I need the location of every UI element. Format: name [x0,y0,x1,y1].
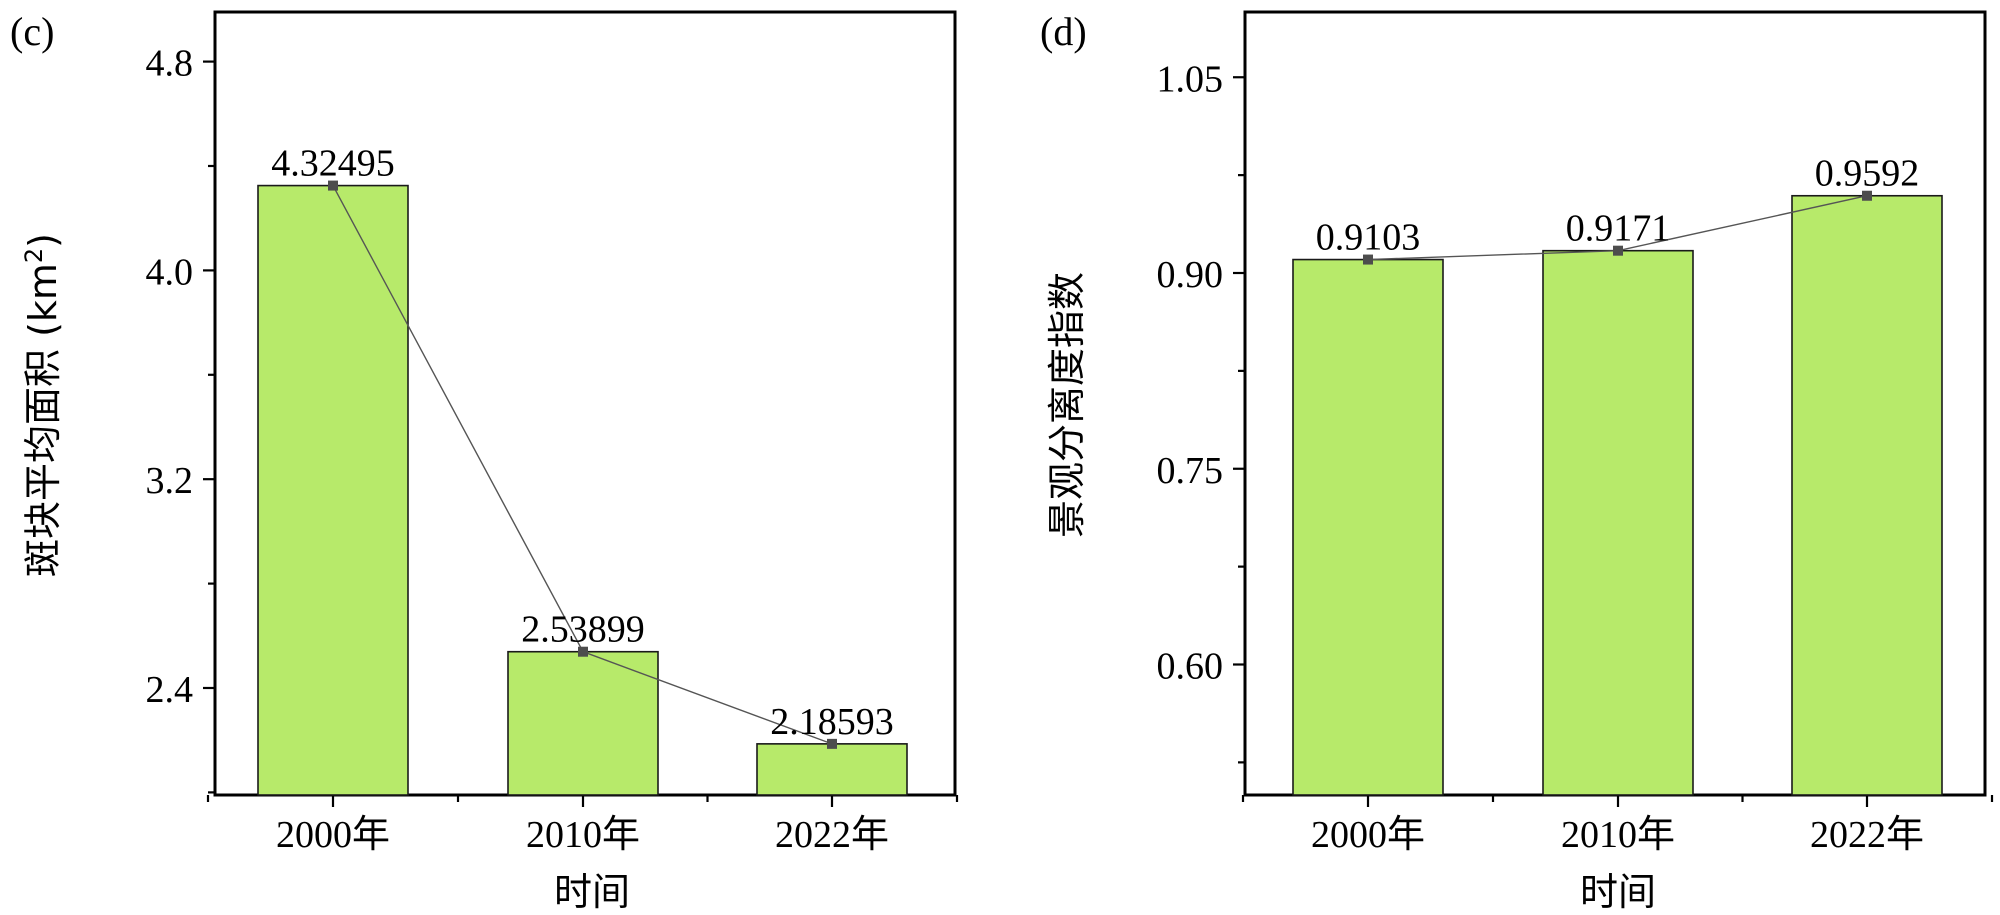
y-tick-label: 0.90 [1157,254,1224,296]
panel-c-y-axis: 2.4 3.2 4.0 4.8 [146,43,215,794]
panel-c-data-labels: 4.32495 2.53899 2.18593 [271,143,894,743]
panel-c-x-axis-title: 时间 [554,870,630,914]
y-tick-label: 4.8 [146,43,194,85]
x-tick-label: 2010年 [526,814,640,856]
data-label: 0.9171 [1566,208,1671,250]
panel-c-points [328,180,837,749]
data-point [578,646,588,657]
data-point [328,180,338,191]
y-tick-label: 0.60 [1157,646,1224,688]
panel-d-y-axis-title: 景观分离度指数 [1045,272,1089,538]
panel-d-data-labels: 0.9103 0.9171 0.9592 [1316,153,1920,259]
panel-d-label: (d) [1040,9,1087,54]
panel-c-y-axis-title-close: ) [21,233,65,248]
y-tick-label: 3.2 [146,460,194,502]
x-tick-label: 2010年 [1561,814,1675,856]
panel-c-y-axis-title-main: 斑块平均面积 (km [21,263,65,577]
bar [507,650,659,796]
bar [257,184,409,796]
x-tick-label: 2022年 [1810,814,1924,856]
panel-c-y-axis-title: 斑块平均面积 (km2) [20,233,65,577]
panel-c-chart: (c) 2.4 3.2 4.0 4.8 2000年 2010年 2022年 4.32495… [10,9,959,914]
panel-d-x-axis-title: 时间 [1580,870,1656,914]
data-label: 0.9103 [1316,217,1421,259]
panel-c-x-axis: 2000年 2010年 2022年 [206,795,959,856]
y-tick-label: 1.05 [1157,58,1224,100]
bar [1791,194,1943,796]
x-tick-label: 2022年 [775,814,889,856]
y-tick-label: 4.0 [146,251,194,293]
panel-d-x-axis: 2000年 2010年 2022年 [1241,795,1994,856]
data-point [827,738,837,749]
panel-d-points [1363,190,1872,265]
bar [1542,249,1694,796]
data-point [1862,190,1872,201]
y-tick-label: 2.4 [146,669,194,711]
y-tick-label: 0.75 [1157,450,1224,492]
data-point [1363,254,1373,265]
data-point [1613,245,1623,256]
panel-c-y-axis-title-sup: 2 [20,248,48,263]
panel-d-y-axis: 0.60 0.75 0.90 1.05 [1157,58,1245,764]
data-label: 4.32495 [271,143,395,185]
x-tick-label: 2000年 [1311,814,1425,856]
bar [756,743,908,796]
panel-c-bars [257,184,908,796]
panel-c-label: (c) [10,9,54,54]
data-label: 2.18593 [770,701,894,743]
panel-d-bars [1292,194,1943,796]
bar [1292,258,1444,796]
x-tick-label: 2000年 [276,814,390,856]
data-label: 0.9592 [1815,153,1920,195]
panel-d-chart: (d) 0.60 0.75 0.90 1.05 2000年 2010年 2022年 0.9… [1040,9,1994,914]
data-label: 2.53899 [521,609,645,651]
